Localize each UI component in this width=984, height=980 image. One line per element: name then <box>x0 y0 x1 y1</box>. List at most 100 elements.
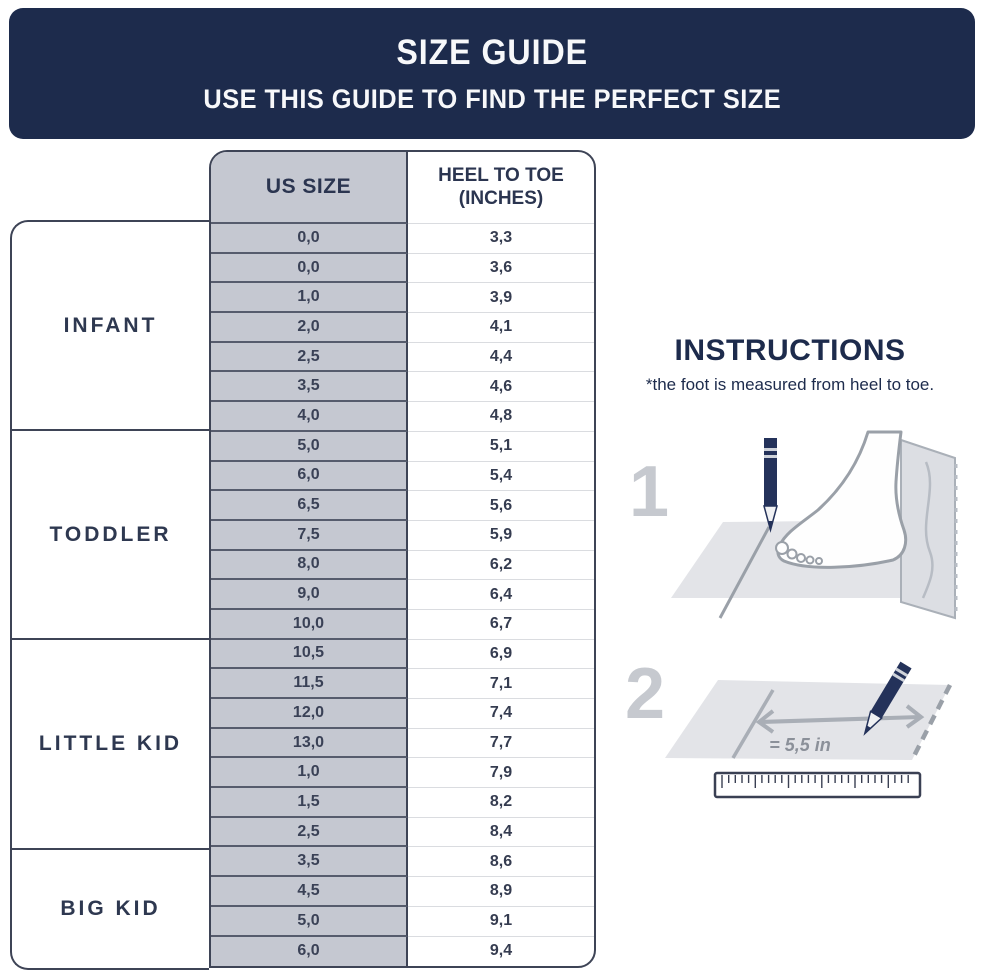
foot-tracing-illustration <box>671 430 958 620</box>
us-size-cell: 13,0 <box>211 728 408 759</box>
heel-to-toe-cell: 7,4 <box>408 699 594 729</box>
pencil-icon <box>763 438 778 533</box>
us-size-cell: 11,5 <box>211 669 408 699</box>
size-row: 6,0 9,4 <box>211 936 594 966</box>
instructions-title: INSTRUCTIONS <box>674 334 906 367</box>
category-cell-big-kid: BIG KID <box>12 847 209 968</box>
category-label: TODDLER <box>49 522 172 546</box>
us-size-cell: 3,5 <box>211 372 408 403</box>
us-size-cell: 4,5 <box>211 877 408 907</box>
us-size-cell: 6,5 <box>211 491 408 521</box>
us-size-cell: 10,0 <box>211 609 408 640</box>
heel-to-toe-cell: 8,9 <box>408 877 594 907</box>
size-row: 8,0 6,2 <box>211 550 594 581</box>
column-header-us-size: US SIZE <box>211 152 408 224</box>
step-2-number: 2 <box>625 654 666 734</box>
size-row: 2,5 4,4 <box>211 342 594 373</box>
heel-to-toe-cell: 4,8 <box>408 402 594 432</box>
us-size-cell: 0,0 <box>211 224 408 254</box>
measuring-illustration: = 5,5 in <box>665 661 953 799</box>
us-size-cell: 5,0 <box>211 906 408 937</box>
page-subtitle: USE THIS GUIDE TO FIND THE PERFECT SIZE <box>203 83 781 114</box>
heel-to-toe-cell: 4,1 <box>408 313 594 343</box>
heel-to-toe-cell: 3,9 <box>408 283 594 314</box>
heel-to-toe-cell: 5,6 <box>408 491 594 521</box>
measurement-label: = 5,5 in <box>769 735 831 755</box>
size-row: 11,5 7,1 <box>211 669 594 699</box>
category-cell-little-kid: LITTLE KID <box>12 638 209 847</box>
size-row: 6,5 5,6 <box>211 491 594 521</box>
dashed-edge <box>909 683 953 762</box>
heel-to-toe-cell: 3,6 <box>408 254 594 284</box>
size-row: 9,0 6,4 <box>211 580 594 610</box>
pencil-icon <box>863 661 912 736</box>
us-size-cell: 6,0 <box>211 461 408 492</box>
size-row: 7,5 5,9 <box>211 520 594 551</box>
size-row: 12,0 7,4 <box>211 699 594 729</box>
column-header-heel-to-toe: HEEL TO TOE (INCHES) <box>408 152 594 224</box>
heel-to-toe-cell: 6,7 <box>408 610 594 640</box>
size-row: 10,0 6,7 <box>211 609 594 640</box>
heel-to-toe-cell: 9,1 <box>408 907 594 937</box>
table-rows: 0,0 3,3 0,0 3,6 1,0 3,9 2,0 4,1 2,5 4,4 3,5 4,6 4,0 4… <box>211 224 594 966</box>
us-size-cell: 0,0 <box>211 253 408 284</box>
heel-to-toe-cell: 3,3 <box>408 224 594 254</box>
heel-to-toe-cell: 4,6 <box>408 372 594 403</box>
us-size-cell: 9,0 <box>211 580 408 610</box>
heel-to-toe-cell: 7,9 <box>408 758 594 789</box>
heel-to-toe-cell: 7,7 <box>408 729 594 759</box>
size-row: 4,5 8,9 <box>211 877 594 907</box>
instruction-step-2: 2 = 5,5 in <box>615 650 980 810</box>
heel-to-toe-cell: 4,4 <box>408 343 594 373</box>
heel-to-toe-cell: 5,1 <box>408 432 594 462</box>
column-header-heel-line1: HEEL TO TOE <box>438 164 564 186</box>
heel-to-toe-cell: 8,4 <box>408 818 594 848</box>
column-header-heel-line2: (INCHES) <box>458 187 544 209</box>
size-row: 2,5 8,4 <box>211 817 594 848</box>
size-row: 3,5 8,6 <box>211 847 594 878</box>
page-title: SIZE GUIDE <box>396 32 588 72</box>
trace-mark <box>731 689 775 759</box>
us-size-cell: 10,5 <box>211 639 408 670</box>
wall-trace-curve <box>921 461 934 599</box>
heel-to-toe-cell: 5,4 <box>408 462 594 492</box>
us-size-cell: 1,0 <box>211 283 408 314</box>
size-row: 0,0 3,6 <box>211 253 594 284</box>
heel-to-toe-cell: 5,9 <box>408 521 594 551</box>
toes <box>775 541 823 565</box>
us-size-cell: 1,0 <box>211 758 408 789</box>
us-size-cell: 2,5 <box>211 817 408 848</box>
heel-to-toe-cell: 8,6 <box>408 847 594 878</box>
heel-to-toe-cell: 7,1 <box>408 669 594 699</box>
us-size-cell: 8,0 <box>211 550 408 581</box>
ruler-ticks <box>721 775 909 788</box>
heel-to-toe-cell: 6,2 <box>408 551 594 581</box>
instruction-step-1: 1 <box>615 428 980 628</box>
size-row: 4,0 4,8 <box>211 402 594 432</box>
heel-to-toe-cell: 6,9 <box>408 640 594 670</box>
instructions-note: *the foot is measured from heel to toe. <box>645 375 935 394</box>
category-sidebar: INFANT TODDLER LITTLE KID BIG KID <box>10 220 209 970</box>
measure-arrow <box>755 704 925 734</box>
instructions-section: INSTRUCTIONS *the foot is measured from … <box>600 334 980 395</box>
size-row: 1,5 8,2 <box>211 788 594 818</box>
us-size-cell: 1,5 <box>211 788 408 818</box>
size-table: US SIZE HEEL TO TOE (INCHES) 0,0 3,3 0,0 3,… <box>209 150 596 968</box>
trace-line <box>718 526 771 619</box>
foot-outline <box>776 430 908 569</box>
size-row: 1,0 7,9 <box>211 758 594 789</box>
us-size-cell: 7,5 <box>211 520 408 551</box>
size-row: 10,5 6,9 <box>211 639 594 670</box>
heel-to-toe-cell: 6,4 <box>408 580 594 610</box>
category-label: BIG KID <box>60 896 161 920</box>
heel-to-toe-cell: 8,2 <box>408 788 594 818</box>
header-banner: SIZE GUIDE USE THIS GUIDE TO FIND THE PE… <box>9 8 975 139</box>
step-1-number: 1 <box>629 452 670 532</box>
table-header-row: US SIZE HEEL TO TOE (INCHES) <box>211 152 594 224</box>
size-row: 3,5 4,6 <box>211 372 594 403</box>
ruler-icon <box>713 771 922 799</box>
category-label: LITTLE KID <box>38 732 183 755</box>
category-label: INFANT <box>63 313 158 337</box>
us-size-cell: 12,0 <box>211 699 408 729</box>
